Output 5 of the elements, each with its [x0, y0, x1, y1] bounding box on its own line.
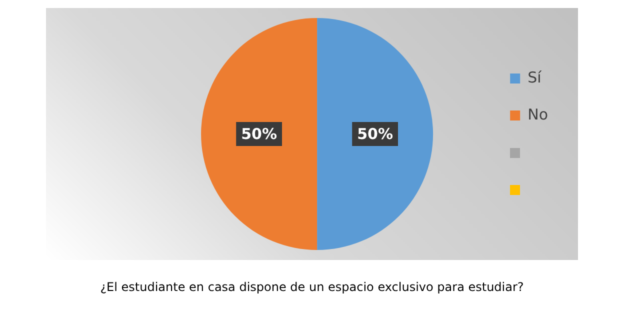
- text: ¿El estudiante en casa dispone de un espacio exclusivo para estudiar?: [99, 280, 525, 294]
- data-label: 50%: [357, 124, 394, 143]
- legend-label: No: [528, 105, 548, 124]
- legend-label: Sí: [528, 68, 542, 86]
- data-label: 50%: [241, 124, 278, 143]
